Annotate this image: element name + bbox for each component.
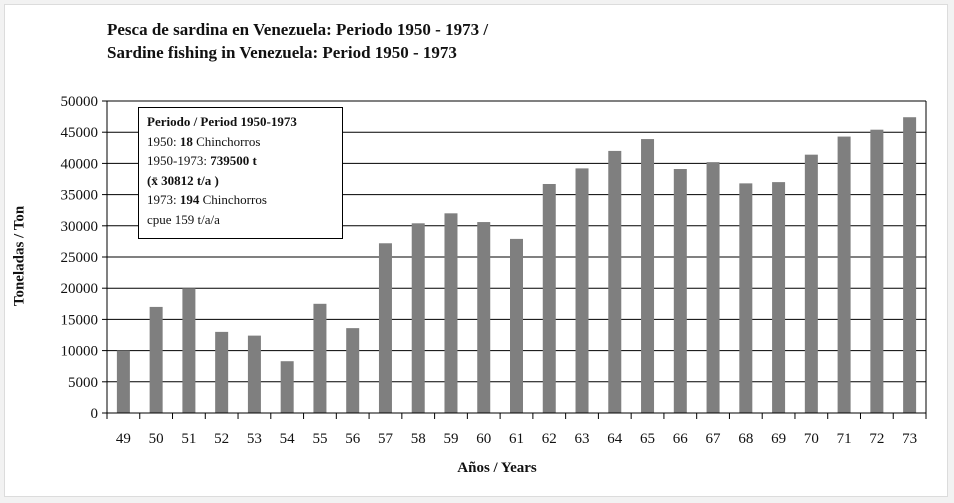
chart-title: Pesca de sardina en Venezuela: Periodo 1…	[107, 18, 488, 64]
x-tick-label: 71	[837, 431, 852, 447]
y-tick-label: 0	[91, 406, 99, 422]
info-line1-prefix: 1950:	[147, 133, 180, 149]
x-tick-label: 57	[378, 431, 394, 447]
info-box: Periodo / Period 1950-1973 1950: 18 Chin…	[138, 107, 343, 239]
bars	[116, 117, 917, 414]
x-tick-label: 72	[869, 431, 884, 447]
y-tick-label: 40000	[61, 156, 99, 172]
x-tick-label: 63	[575, 431, 590, 447]
info-line4-value: 194	[179, 192, 200, 207]
x-tick-label: 73	[902, 431, 917, 447]
x-tick-label: 66	[673, 431, 689, 447]
x-tick-label: 60	[476, 431, 491, 447]
x-tick-label: 49	[116, 431, 131, 447]
x-tick-labels: 49 50 51 52 53 54 55 56 57 58 59 60 61 62 63 64 65 66 67 68…	[116, 431, 917, 447]
bar	[575, 168, 589, 413]
bar	[215, 331, 229, 413]
x-tick-label: 59	[443, 431, 458, 447]
x-tick-label: 69	[771, 431, 786, 447]
info-line2-prefix: 1950-1973:	[147, 153, 211, 168]
bar	[280, 361, 294, 413]
y-tick-label: 5000	[68, 375, 98, 391]
info-heading: Periodo / Period 1950-1973	[147, 114, 297, 129]
info-line4-suffix: Chinchorros	[199, 192, 267, 207]
bar	[477, 222, 491, 413]
y-tick-label: 50000	[61, 94, 99, 110]
bar	[510, 238, 523, 413]
chart-title-line2: Sardine fishing in Venezuela: Period 195…	[107, 43, 457, 62]
x-tick-label: 58	[411, 431, 426, 447]
bar	[411, 223, 425, 413]
x-tick-label: 61	[509, 431, 524, 447]
bar	[542, 183, 556, 413]
x-tick-label: 70	[804, 431, 819, 447]
bar	[870, 129, 884, 414]
y-tick-label: 15000	[61, 312, 99, 328]
bar	[706, 162, 720, 413]
x-axis-label: Años / Years	[457, 460, 537, 476]
y-tick-label: 25000	[61, 250, 99, 266]
bar	[608, 150, 622, 414]
y-tick-label: 45000	[61, 125, 99, 141]
x-tick-label: 68	[738, 431, 753, 447]
y-axis-label: Toneladas / Ton	[11, 205, 28, 307]
bar	[149, 306, 163, 413]
info-line5: cpue 159 t/a/a	[147, 211, 220, 227]
bar	[116, 350, 130, 413]
bar	[903, 117, 917, 413]
x-tick-label: 52	[214, 431, 229, 447]
x-tick-label: 64	[607, 431, 623, 447]
bar	[346, 328, 360, 413]
bar	[673, 169, 687, 413]
x-tick-label: 54	[280, 431, 296, 447]
y-tick-labels: 0 5000 10000 15000 20000 25000 30000 35000 40000…	[61, 94, 99, 422]
bar	[837, 136, 851, 413]
info-line1-value: 18	[179, 133, 193, 149]
bar	[182, 288, 196, 413]
chart-frame	[4, 4, 948, 497]
info-line2-value: 739500 t	[210, 153, 257, 168]
x-tick-label: 56	[345, 431, 361, 447]
x-tick-label: 67	[706, 431, 722, 447]
x-tick-label: 65	[640, 431, 655, 447]
bar	[804, 154, 818, 413]
info-line4-prefix: 1973:	[147, 192, 180, 207]
chart-title-line1: Pesca de sardina en Venezuela: Periodo 1…	[107, 20, 489, 39]
y-tick-label: 30000	[61, 219, 99, 235]
bar	[313, 303, 327, 413]
bar	[444, 213, 458, 413]
bar	[378, 243, 392, 413]
bar	[641, 139, 655, 413]
x-tick-label: 53	[247, 431, 262, 447]
x-tick-label: 51	[181, 431, 196, 447]
bar	[739, 183, 753, 413]
bar	[772, 182, 786, 413]
axes	[102, 100, 927, 419]
x-tick-label: 62	[542, 431, 557, 447]
info-line1-suffix: Chinchorros	[192, 133, 261, 149]
info-line3: (x̄ 30812 t/a )	[147, 172, 219, 188]
y-tick-label: 10000	[61, 344, 99, 360]
x-tick-label: 55	[312, 431, 327, 447]
bar	[247, 335, 261, 413]
y-tick-label: 35000	[61, 188, 99, 204]
x-tick-label: 50	[149, 431, 164, 447]
y-tick-label: 20000	[61, 281, 99, 297]
